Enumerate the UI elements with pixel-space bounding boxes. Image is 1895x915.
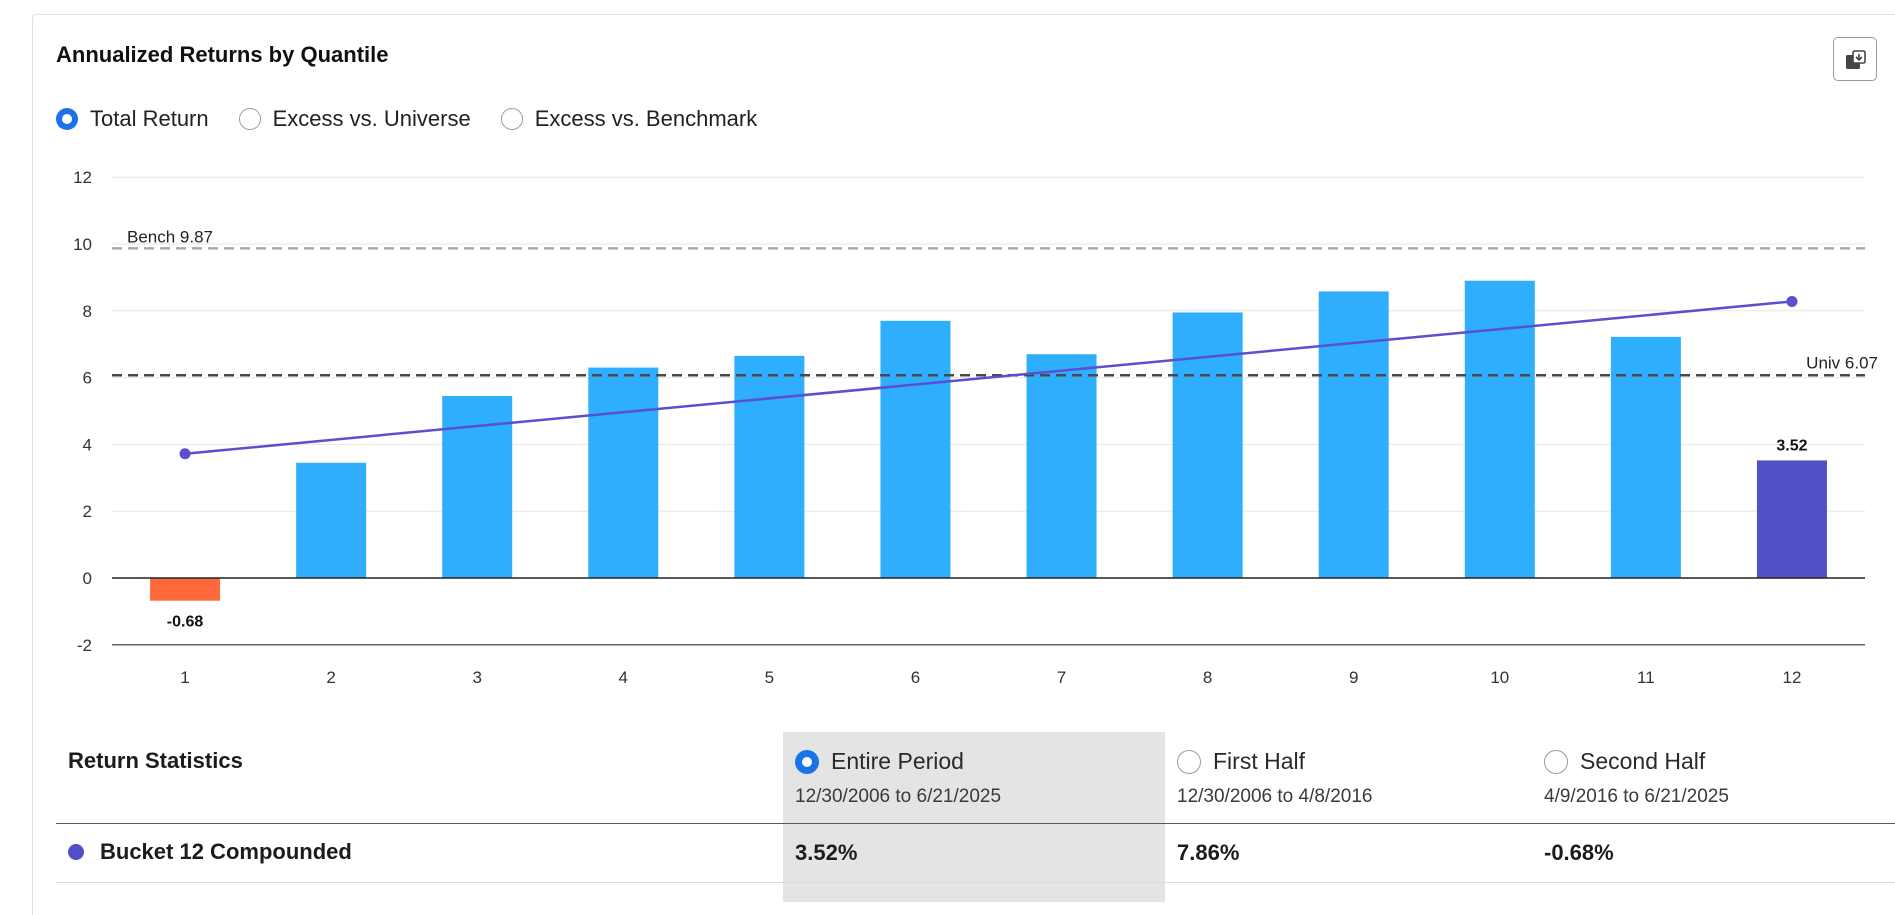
period-value: 3.52% [795, 840, 858, 865]
y-tick-label: 2 [83, 502, 92, 521]
export-image-icon [1846, 50, 1866, 69]
period-entire[interactable]: Entire Period 12/30/2006 to 6/21/2025 3.… [783, 732, 1165, 902]
return-type-selector: Total Return Excess vs. Universe Excess … [56, 106, 787, 132]
x-tick-label: 4 [619, 668, 628, 687]
period-label: First Half [1213, 748, 1305, 774]
data-label: 3.52 [1776, 437, 1807, 454]
period-label: Entire Period [831, 748, 964, 774]
x-tick-label: 7 [1057, 668, 1066, 687]
bar [734, 355, 805, 578]
radio-label: Excess vs. Benchmark [534, 106, 758, 131]
radio-excess-universe[interactable]: Excess vs. Universe [238, 106, 471, 132]
period-date-range: 4/9/2016 to 6/21/2025 [1544, 786, 1729, 807]
bar [588, 367, 659, 578]
bar [1172, 312, 1243, 578]
stats-row-label: Bucket 12 Compounded [100, 839, 352, 864]
bar [1318, 291, 1389, 578]
y-tick-label: -2 [77, 636, 92, 655]
x-tick-label: 3 [472, 668, 481, 687]
y-tick-label: 4 [83, 435, 92, 454]
bar [1464, 280, 1535, 578]
x-tick-label: 8 [1203, 668, 1212, 687]
period-date-range: 12/30/2006 to 6/21/2025 [795, 786, 1002, 807]
radio-total-return[interactable]: Total Return [56, 106, 209, 132]
universe-label: Univ 6.07 [1806, 353, 1878, 372]
export-button[interactable] [1833, 37, 1877, 81]
bar [1610, 336, 1681, 578]
y-tick-label: 12 [73, 168, 92, 187]
period-first-half[interactable]: First Half 12/30/2006 to 4/8/2016 7.86% [1165, 732, 1532, 902]
radio-unselected-icon [238, 108, 261, 130]
bar [150, 578, 221, 601]
x-tick-label: 9 [1349, 668, 1358, 687]
y-tick-label: 6 [83, 369, 92, 388]
x-tick-label: 10 [1490, 668, 1509, 687]
radio-unselected-icon [500, 108, 523, 130]
x-tick-label: 5 [765, 668, 774, 687]
stats-header-divider [56, 823, 1895, 824]
period-date-range: 12/30/2006 to 4/8/2016 [1177, 786, 1373, 807]
x-tick-label: 2 [326, 668, 335, 687]
period-label: Second Half [1580, 748, 1706, 774]
x-tick-label: 12 [1782, 668, 1801, 687]
trend-end-point [1786, 295, 1798, 307]
x-tick-label: 11 [1637, 668, 1655, 687]
radio-label: Total Return [90, 106, 209, 131]
radio-label: Excess vs. Universe [272, 106, 471, 131]
stats-title: Return Statistics [68, 748, 243, 773]
y-tick-label: 8 [83, 302, 92, 321]
bar [296, 462, 367, 578]
bar [1026, 354, 1097, 578]
chart-title: Annualized Returns by Quantile [56, 42, 389, 67]
trend-start-point [179, 448, 191, 460]
bar [1756, 460, 1827, 578]
radio-unselected-icon [1177, 749, 1201, 774]
period-second-half[interactable]: Second Half 4/9/2016 to 6/21/2025 -0.68% [1532, 732, 1895, 902]
series-color-dot [68, 844, 84, 860]
y-tick-label: 0 [83, 569, 92, 588]
radio-selected-icon [56, 108, 78, 130]
y-tick-label: 10 [73, 235, 92, 254]
radio-excess-benchmark[interactable]: Excess vs. Benchmark [500, 106, 758, 132]
x-tick-label: 1 [180, 668, 189, 687]
radio-selected-icon [795, 749, 819, 774]
stats-row-divider [56, 882, 1895, 883]
benchmark-label: Bench 9.87 [127, 227, 213, 246]
period-value: 7.86% [1177, 840, 1240, 865]
bar [880, 320, 951, 578]
x-tick-label: 6 [911, 668, 920, 687]
period-value: -0.68% [1544, 840, 1614, 865]
trend-line [184, 300, 1793, 455]
data-label: -0.68 [167, 614, 204, 631]
radio-unselected-icon [1544, 749, 1568, 774]
